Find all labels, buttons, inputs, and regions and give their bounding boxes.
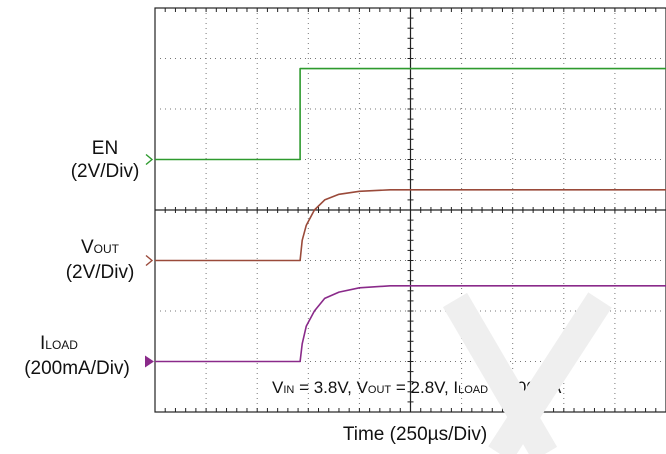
channel-label-vout: VOUT (2V/Div) <box>50 236 150 284</box>
trace-iload <box>155 284 666 363</box>
marker-en <box>145 153 154 166</box>
channel-scale-en: (2V/Div) <box>70 161 140 182</box>
marker-vout <box>145 254 154 267</box>
channel-name-vout: VOUT <box>80 237 120 258</box>
channel-markers <box>145 153 154 368</box>
marker-iload <box>145 355 154 368</box>
channel-label-en: EN (2V/Div) <box>60 137 150 183</box>
channel-scale-vout: (2V/Div) <box>65 262 135 283</box>
trace-vout <box>155 189 666 262</box>
channel-name-en: EN <box>91 138 119 159</box>
trace-en <box>155 67 666 161</box>
channel-name-iload: ILOAD <box>40 333 78 354</box>
channel-scale-iload: (200mA/Div) <box>24 358 130 379</box>
channel-label-iload: ILOAD (200mA/Div) <box>2 332 152 380</box>
x-axis-label: Time (250µs/Div) <box>342 424 488 445</box>
traces <box>155 67 666 363</box>
